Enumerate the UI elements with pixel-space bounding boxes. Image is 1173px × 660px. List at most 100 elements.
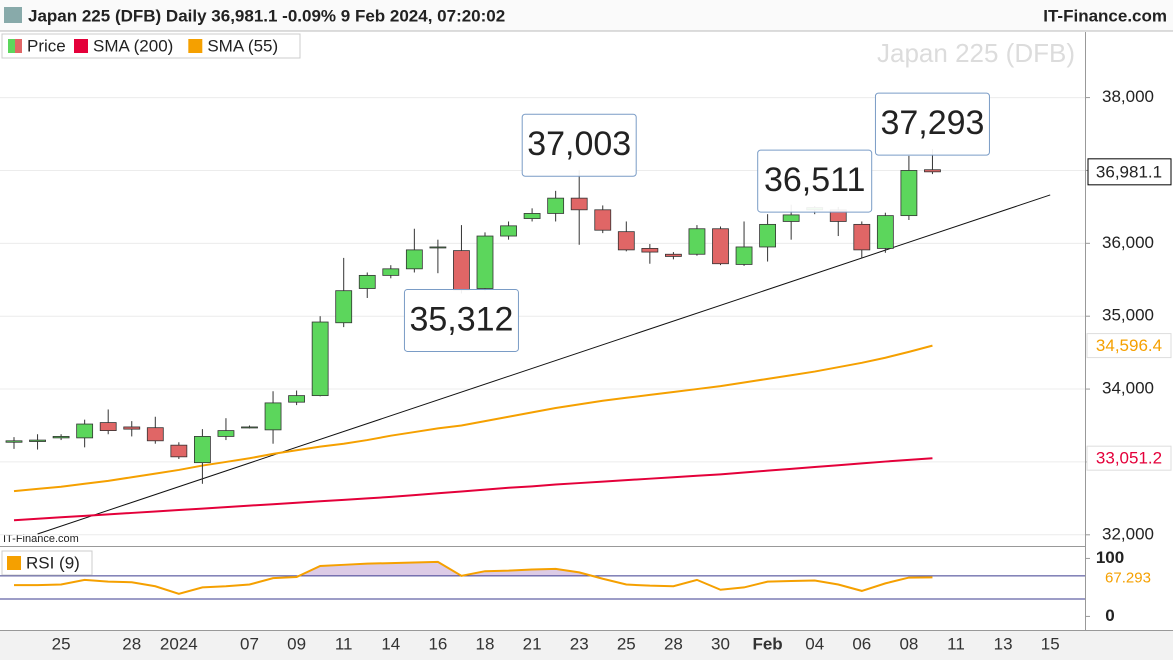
- x-tick-label: 28: [664, 634, 683, 653]
- candle-body: [617, 231, 635, 251]
- x-tick-label: 09: [287, 634, 306, 653]
- x-tick-label: 28: [122, 634, 141, 653]
- y-tick-label: 32,000: [1102, 524, 1154, 543]
- candle-body: [358, 274, 376, 289]
- legend-swatch: [8, 39, 15, 53]
- x-tick-label: 25: [52, 634, 71, 653]
- candle-body: [241, 426, 258, 429]
- sma-value-label: 33,051.2: [1096, 449, 1162, 468]
- candle-body: [5, 440, 23, 443]
- candle-body: [853, 223, 871, 251]
- header-bar: [0, 0, 1173, 31]
- annotation-box: [757, 149, 873, 213]
- legend-swatch: [188, 39, 203, 53]
- sma-line: [13, 457, 933, 522]
- watermark: Japan 225 (DFB): [877, 38, 1075, 68]
- candle-body: [500, 225, 517, 237]
- x-tick-label: 15: [1041, 634, 1060, 653]
- candle-body: [193, 436, 211, 464]
- sma-value-label: 34,596.4: [1096, 336, 1162, 355]
- x-tick-label: 25: [617, 634, 636, 653]
- candle-body: [76, 423, 94, 439]
- chart-title: Japan 225 (DFB) Daily 36,981.1 -0.09% 9 …: [28, 6, 505, 25]
- candle-body: [217, 430, 235, 437]
- candle-body: [382, 268, 400, 276]
- annotation-label: 35,312: [409, 300, 513, 338]
- candle-body: [29, 439, 46, 442]
- candle-body: [712, 228, 729, 265]
- candle-body: [759, 223, 776, 248]
- x-tick-label: 08: [899, 634, 918, 653]
- candle-body: [311, 321, 329, 397]
- candle-body: [405, 249, 423, 270]
- sma-value-tag: [1086, 445, 1172, 471]
- candle-body: [570, 197, 588, 211]
- x-tick-label: 07: [240, 634, 259, 653]
- last-price-tag: [1087, 158, 1172, 186]
- annotation-label: 37,293: [880, 104, 984, 142]
- candle-body: [547, 197, 565, 214]
- source: IT-Finance.com: [1043, 6, 1167, 25]
- y-tick-label: 35,000: [1102, 306, 1154, 325]
- candle-body: [453, 250, 470, 291]
- x-tick-label: 11: [335, 634, 353, 653]
- y-tick-label: 38,000: [1102, 87, 1154, 106]
- candle-body: [900, 170, 918, 217]
- legend-label: SMA (55): [207, 36, 278, 55]
- candle-body: [146, 427, 164, 442]
- x-axis-band: [0, 630, 1173, 660]
- legend-swatch: [74, 39, 88, 53]
- sma-value-tag: [1086, 333, 1172, 359]
- candle-body: [523, 213, 541, 219]
- x-tick-label: Feb: [752, 634, 782, 653]
- candle-body: [782, 214, 800, 222]
- candle-body: [170, 444, 188, 458]
- x-tick-label: 06: [852, 634, 871, 653]
- y-tick-label: 34,000: [1102, 379, 1154, 398]
- annotation-label: 36,511: [764, 161, 865, 199]
- legend-label: RSI (9): [26, 553, 80, 572]
- legend-label: SMA (200): [93, 36, 173, 55]
- candle-body: [665, 253, 682, 257]
- candle-body: [688, 228, 706, 255]
- rsi-line: [14, 560, 933, 595]
- logo: [4, 7, 22, 23]
- candle-body: [594, 209, 612, 231]
- legend-swatch: [7, 556, 21, 570]
- candle-body: [924, 169, 941, 173]
- x-tick-label: 21: [523, 634, 542, 653]
- candle-body: [99, 422, 117, 431]
- candle-body: [288, 395, 306, 403]
- legend-box: [1, 33, 301, 59]
- x-tick-label: 23: [570, 634, 589, 653]
- annotation-box: [521, 113, 637, 177]
- y-tick-label: 100: [1096, 548, 1124, 567]
- x-tick-label: 2024: [160, 634, 198, 653]
- x-tick-label: 11: [947, 634, 965, 653]
- rsi-panel: [0, 560, 1085, 600]
- candle-body: [876, 215, 894, 249]
- candle-body: [641, 248, 659, 253]
- candle-body: [335, 290, 353, 324]
- y-tick-label: 36,000: [1102, 233, 1154, 252]
- candle-body: [735, 246, 753, 265]
- footer-source: IT-Finance.com: [3, 533, 79, 545]
- x-tick-label: 13: [994, 634, 1013, 653]
- candle-body: [52, 436, 70, 439]
- x-tick-label: 14: [381, 634, 400, 653]
- x-tick-label: 04: [805, 634, 824, 653]
- last-price-label: 36,981.1: [1096, 162, 1162, 181]
- y-tick-label: 0: [1105, 606, 1114, 625]
- x-tick-label: 30: [711, 634, 730, 653]
- candle-body: [476, 235, 494, 289]
- sma-line: [13, 344, 933, 493]
- trendline: [37, 194, 1051, 535]
- annotation-box: [403, 288, 519, 352]
- legend-label: Price: [27, 36, 66, 55]
- annotation-label: 37,003: [527, 125, 631, 163]
- candle-body: [123, 426, 141, 430]
- x-tick-label: 16: [428, 634, 447, 653]
